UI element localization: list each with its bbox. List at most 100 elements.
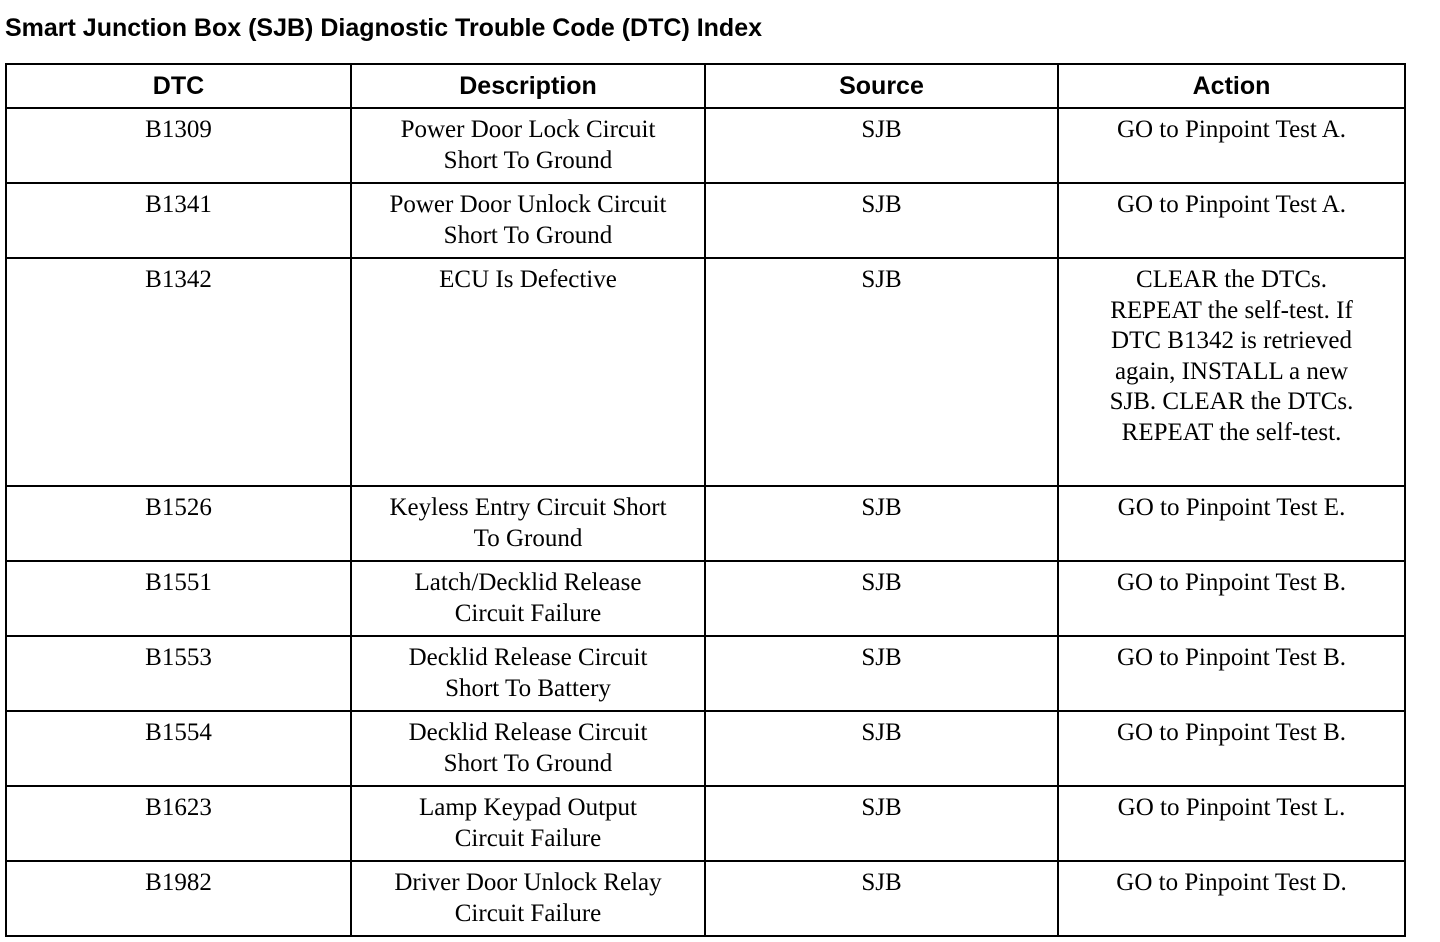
cell-line: GO to Pinpoint Test B.: [1116, 569, 1347, 596]
cell-line: REPEAT the self-test.: [1121, 418, 1342, 446]
cell-line: Latch/Decklid Release: [414, 569, 642, 596]
cell-line: Short To Ground: [443, 146, 613, 174]
cell-line: B1553: [145, 644, 212, 671]
table-cell: B1553: [5, 635, 352, 712]
table-cell: GO to Pinpoint Test L.: [1057, 785, 1406, 862]
table-cell: B1526: [5, 485, 352, 562]
cell-line: SJB: [861, 494, 902, 521]
table-row: B1526 Keyless Entry Circuit Short To Groun…: [5, 485, 1406, 562]
cell-line: GO to Pinpoint Test D.: [1116, 869, 1347, 896]
table-row: B1623 Lamp Keypad Output Circuit Failure SJ…: [5, 785, 1406, 862]
cell-line: Power Door Unlock Circuit: [389, 191, 667, 218]
column-header: Source: [704, 63, 1059, 109]
cell-line: SJB: [861, 794, 902, 821]
table-cell: Lamp Keypad Output Circuit Failure: [350, 785, 706, 862]
cell-line: Decklid Release Circuit: [408, 719, 648, 746]
column-header: DTC: [5, 63, 352, 109]
cell-line: SJB: [861, 569, 902, 596]
table-cell: SJB: [704, 485, 1059, 562]
cell-line: again, INSTALL a new: [1114, 357, 1349, 385]
table-header: DTC Description Source Action: [5, 63, 1406, 109]
table-cell: GO to Pinpoint Test B.: [1057, 635, 1406, 712]
cell-line: SJB: [861, 191, 902, 218]
table-cell: CLEAR the DTCs. REPEAT the self-test. If D…: [1057, 257, 1406, 487]
table-cell: B1309: [5, 107, 352, 184]
cell-line: B1342: [145, 266, 212, 293]
cell-line: SJB: [861, 869, 902, 896]
table-cell: GO to Pinpoint Test A.: [1057, 107, 1406, 184]
table-cell: SJB: [704, 560, 1059, 637]
table-cell: ECU Is Defective: [350, 257, 706, 487]
table-cell: Decklid Release Circuit Short To Battery: [350, 635, 706, 712]
cell-line: B1554: [145, 719, 212, 746]
cell-line: SJB: [861, 266, 902, 293]
table-cell: GO to Pinpoint Test D.: [1057, 860, 1406, 937]
table-row: B1342 ECU Is Defective SJB CLEAR the DTCs. R…: [5, 257, 1406, 487]
cell-line: GO to Pinpoint Test L.: [1117, 794, 1346, 821]
table-cell: GO to Pinpoint Test B.: [1057, 560, 1406, 637]
cell-line: DTC B1342 is retrieved: [1111, 327, 1352, 354]
table-cell: Driver Door Unlock Relay Circuit Failure: [350, 860, 706, 937]
table-cell: B1623: [5, 785, 352, 862]
table-cell: SJB: [704, 860, 1059, 937]
table-cell: SJB: [704, 710, 1059, 787]
table-cell: Decklid Release Circuit Short To Ground: [350, 710, 706, 787]
table-cell: SJB: [704, 182, 1059, 259]
cell-line: SJB. CLEAR the DTCs.: [1109, 388, 1354, 415]
cell-line: Circuit Failure: [454, 899, 602, 927]
column-header: Description: [350, 63, 706, 109]
cell-line: B1341: [145, 191, 212, 218]
cell-line: B1982: [145, 869, 212, 896]
table-cell: B1341: [5, 182, 352, 259]
table-row: B1341 Power Door Unlock Circuit Short To G…: [5, 182, 1406, 259]
cell-line: SJB: [861, 116, 902, 143]
cell-line: GO to Pinpoint Test B.: [1116, 719, 1347, 746]
header-row: DTC Description Source Action: [5, 63, 1406, 109]
dtc-table: DTC Description Source Action B1309 Power Do…: [5, 63, 1406, 937]
table-cell: Power Door Lock Circuit Short To Ground: [350, 107, 706, 184]
table-cell: SJB: [704, 107, 1059, 184]
cell-line: Decklid Release Circuit: [408, 644, 648, 671]
table-cell: SJB: [704, 635, 1059, 712]
cell-line: Circuit Failure: [454, 824, 602, 852]
cell-line: GO to Pinpoint Test E.: [1117, 494, 1346, 521]
column-header: Action: [1057, 63, 1406, 109]
cell-line: REPEAT the self-test. If: [1110, 296, 1353, 324]
cell-line: Power Door Lock Circuit: [400, 116, 656, 143]
cell-line: ECU Is Defective: [439, 266, 617, 293]
table-cell: B1554: [5, 710, 352, 787]
cell-line: CLEAR the DTCs.: [1136, 266, 1327, 293]
table-body: B1309 Power Door Lock Circuit Short To Gro…: [5, 107, 1406, 937]
table-cell: Latch/Decklid Release Circuit Failure: [350, 560, 706, 637]
table-cell: B1342: [5, 257, 352, 487]
cell-line: SJB: [861, 644, 902, 671]
cell-line: Keyless Entry Circuit Short: [389, 494, 667, 521]
cell-line: SJB: [861, 719, 902, 746]
table-row: B1553 Decklid Release Circuit Short To Bat…: [5, 635, 1406, 712]
page-title: Smart Junction Box (SJB) Diagnostic Trou…: [5, 14, 763, 42]
table-cell: Keyless Entry Circuit Short To Ground: [350, 485, 706, 562]
cell-line: Short To Ground: [443, 749, 613, 777]
cell-line: Driver Door Unlock Relay: [394, 869, 662, 896]
table-cell: B1551: [5, 560, 352, 637]
cell-line: B1551: [145, 569, 212, 596]
cell-line: B1623: [145, 794, 212, 821]
cell-line: Lamp Keypad Output: [418, 794, 637, 821]
cell-line: Short To Ground: [443, 221, 613, 249]
table-cell: GO to Pinpoint Test B.: [1057, 710, 1406, 787]
cell-line: Short To Battery: [445, 674, 611, 702]
table-cell: GO to Pinpoint Test A.: [1057, 182, 1406, 259]
table-cell: SJB: [704, 785, 1059, 862]
table-row: B1554 Decklid Release Circuit Short To Gro…: [5, 710, 1406, 787]
table-row: B1982 Driver Door Unlock Relay Circuit Fai…: [5, 860, 1406, 937]
table-row: B1309 Power Door Lock Circuit Short To Gro…: [5, 107, 1406, 184]
cell-line: B1526: [145, 494, 212, 521]
table-cell: Power Door Unlock Circuit Short To Ground: [350, 182, 706, 259]
table-row: B1551 Latch/Decklid Release Circuit Failur…: [5, 560, 1406, 637]
cell-line: Circuit Failure: [454, 599, 602, 627]
cell-line: GO to Pinpoint Test B.: [1116, 644, 1347, 671]
cell-line: B1309: [145, 116, 212, 143]
cell-line: GO to Pinpoint Test A.: [1116, 116, 1347, 143]
table-cell: B1982: [5, 860, 352, 937]
